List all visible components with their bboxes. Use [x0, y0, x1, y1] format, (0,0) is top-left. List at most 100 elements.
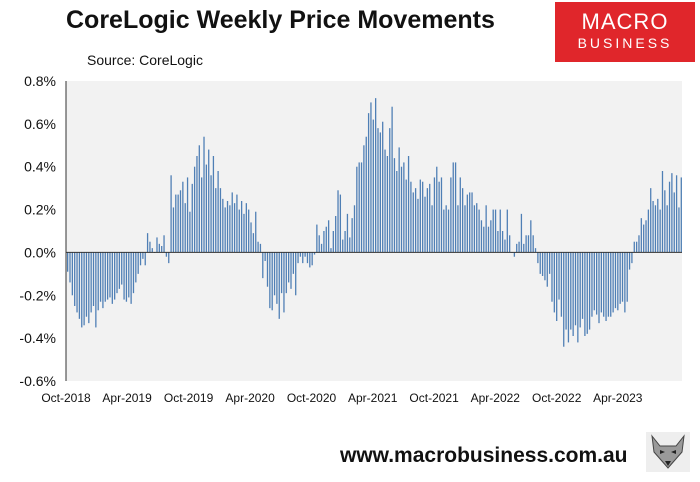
bar [417, 198, 419, 253]
bar [240, 201, 243, 253]
bar [76, 252, 78, 313]
bar [454, 162, 457, 253]
bar [518, 241, 520, 253]
bar [67, 252, 69, 272]
bar [74, 252, 76, 306]
bar [302, 252, 304, 264]
bar [106, 252, 109, 300]
bar [81, 252, 83, 328]
x-tick-label: Apr-2020 [225, 391, 275, 405]
bar [433, 177, 436, 253]
x-ticks-group: Oct-2018 Apr-2019 Oct-2019 Apr-2020 Oct-2020… [41, 391, 642, 405]
bar [525, 235, 527, 253]
bar [657, 198, 659, 253]
y-tick-label: 0.0% [24, 244, 56, 260]
bar [664, 190, 666, 253]
bar [158, 243, 160, 253]
bar [339, 194, 342, 253]
bar [678, 207, 680, 253]
bar [243, 213, 245, 253]
plot-area [66, 81, 682, 381]
bar [607, 252, 610, 317]
bar [198, 145, 200, 253]
bar [551, 252, 553, 302]
bar [457, 205, 459, 253]
bar [222, 198, 224, 253]
bar [480, 220, 483, 253]
bar [201, 177, 203, 253]
bar [600, 252, 602, 313]
bar [69, 252, 71, 283]
bar [135, 252, 137, 283]
x-tick-label: Apr-2023 [593, 391, 643, 405]
bar [628, 252, 631, 270]
y-ticks-group: 0.8% 0.6% 0.4% 0.2% 0.0% -0.2% -0.4% -0.6% [19, 73, 56, 389]
bar [635, 241, 638, 253]
y-tick-label: 0.2% [24, 202, 56, 218]
bar [161, 246, 163, 253]
bar [252, 233, 255, 253]
bar [603, 252, 605, 317]
bar [447, 209, 450, 253]
bar [219, 188, 222, 253]
bar [168, 252, 170, 264]
bar [565, 252, 567, 330]
bar [128, 252, 130, 298]
bar [527, 235, 530, 253]
bar [645, 220, 647, 253]
bar [163, 235, 165, 253]
bar [382, 121, 384, 253]
bar [318, 235, 320, 253]
bar [320, 243, 323, 253]
bar [349, 237, 351, 253]
bar [210, 175, 212, 253]
bar [186, 177, 189, 253]
bar [593, 252, 595, 311]
bar [116, 252, 118, 294]
bar [367, 113, 370, 253]
bar [92, 252, 95, 306]
bar [327, 220, 330, 253]
bar [671, 173, 673, 253]
bar [290, 252, 292, 289]
bar [513, 252, 516, 257]
bar [189, 211, 191, 253]
bar [410, 181, 412, 253]
bar [217, 171, 219, 253]
bar [370, 102, 372, 253]
bar [650, 188, 652, 253]
bar [285, 252, 287, 294]
bar [88, 252, 90, 324]
bar [504, 239, 506, 253]
bar [596, 252, 598, 315]
bar [553, 252, 555, 313]
bar [276, 252, 278, 304]
bar [332, 231, 334, 253]
bar [337, 190, 339, 253]
bar [661, 171, 664, 253]
bar [668, 181, 671, 253]
x-tick-label: Apr-2022 [471, 391, 521, 405]
bar [118, 252, 121, 289]
bar [539, 252, 541, 274]
bar [443, 209, 445, 253]
bar [109, 252, 111, 298]
bar [659, 209, 661, 253]
bar [231, 192, 233, 253]
bar [412, 192, 414, 253]
bar [546, 252, 548, 287]
bar [139, 252, 142, 266]
bar [598, 252, 600, 324]
bar [323, 231, 325, 253]
bar [151, 248, 153, 253]
bar [309, 252, 311, 268]
bar [530, 220, 532, 253]
bar [396, 171, 398, 253]
logo-line-2: BUSINESS [577, 35, 673, 51]
bar [170, 175, 172, 253]
bar [407, 156, 410, 253]
y-tick-label: 0.4% [24, 159, 56, 175]
bar [414, 188, 417, 253]
bar [184, 203, 186, 253]
